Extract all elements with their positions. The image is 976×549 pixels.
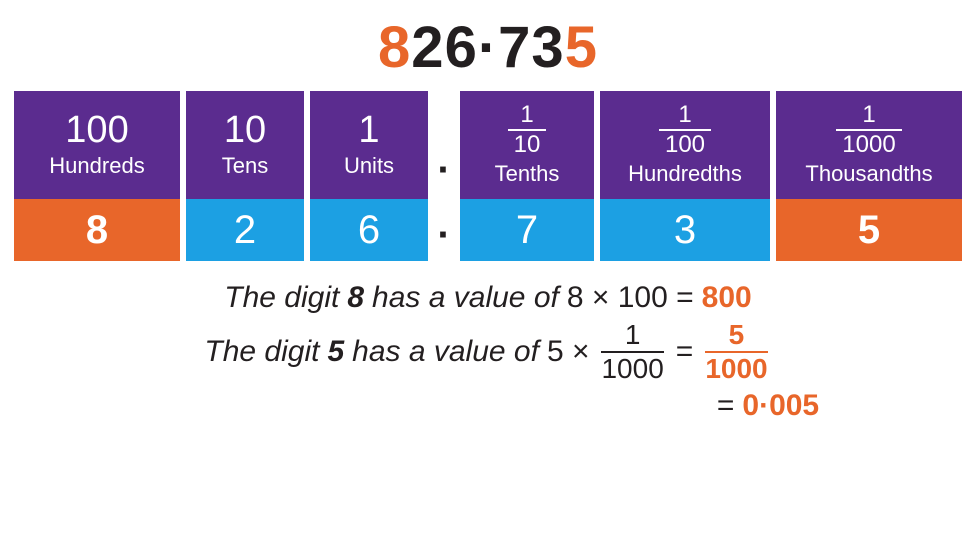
header-value: 10	[224, 111, 266, 149]
header-fraction: 11000	[836, 103, 901, 157]
decimal-dot-header: ·	[428, 91, 460, 199]
fraction-denominator: 10	[508, 129, 547, 157]
explanation-line-3: = 0·005	[0, 389, 976, 423]
digit-tenths: 7	[498, 15, 531, 80]
header-value: 100	[65, 111, 128, 149]
decimal-group: 110Tenths71100Hundredths311000Thousandth…	[460, 91, 962, 261]
fraction-numerator: 1	[678, 103, 691, 127]
fraction-numerator: 1	[862, 103, 875, 127]
header-fraction: 110	[508, 103, 547, 157]
header-label: Tenths	[495, 161, 560, 187]
line1-result: 800	[702, 281, 752, 315]
line1-calc: 8 × 100 =	[567, 281, 694, 315]
line3-result: 0·005	[742, 389, 819, 423]
line2-res-num: 5	[729, 321, 745, 351]
column-header: 10 Tens	[186, 91, 304, 199]
digit-hundreds-hl: 8	[378, 15, 411, 80]
line1-prefix: The digit	[224, 281, 339, 315]
fraction-numerator: 1	[520, 103, 533, 127]
line2-frac-num: 1	[625, 321, 641, 351]
digit-cell: 8	[14, 199, 180, 261]
digit-cell: 2	[186, 199, 304, 261]
column-header: 1 Units	[310, 91, 428, 199]
digit-cell: 7	[460, 199, 594, 261]
header-label: Hundreds	[49, 153, 144, 179]
column-header: 11000 Thousandths	[776, 91, 962, 199]
column-header: 100 Hundreds	[14, 91, 180, 199]
decimal-separator-column: · ·	[428, 91, 460, 261]
digit-cell: 3	[600, 199, 770, 261]
header-fraction: 1100	[659, 103, 711, 157]
fraction-denominator: 100	[659, 129, 711, 157]
main-number-display: 826·735	[0, 0, 976, 81]
fraction-denominator: 1000	[836, 129, 901, 157]
line2-res-den: 1000	[705, 351, 767, 383]
place-value-column: 1 Units 6	[310, 91, 428, 261]
place-value-column: 11000 Thousandths 5	[776, 91, 962, 261]
header-label: Tens	[222, 153, 268, 179]
header-label: Hundredths	[628, 161, 742, 187]
line2-fraction: 1 1000	[601, 321, 663, 383]
decimal-dot-row: ·	[428, 199, 460, 261]
whole-number-group: 100 Hundreds 8 10 Tens 2 1 Units 6	[14, 91, 428, 261]
place-value-column: 110 Tenths 7	[460, 91, 594, 261]
explanation-block: The digit 8 has a value of 8 × 100 = 800…	[0, 281, 976, 423]
digit-units: 6	[445, 15, 478, 80]
column-header: 1100 Hundredths	[600, 91, 770, 199]
place-value-column: 1100 Hundredths 3	[600, 91, 770, 261]
place-value-column: 10 Tens 2	[186, 91, 304, 261]
line2-mid: has a value of	[352, 335, 539, 369]
header-value: 1	[358, 111, 379, 149]
header-label: Units	[344, 153, 394, 179]
digit-hundredths: 3	[531, 15, 564, 80]
line2-frac-den: 1000	[601, 351, 663, 383]
line1-mid: has a value of	[372, 281, 559, 315]
explanation-line-2: The digit 5 has a value of 5 × 1 1000 = …	[0, 321, 976, 383]
line2-result-fraction: 5 1000	[705, 321, 767, 383]
place-value-table: 100Hundreds810Tens21Units6 · · 110Tenths…	[0, 91, 976, 261]
place-value-column: 100 Hundreds 8	[14, 91, 180, 261]
digit-thousandths-hl: 5	[565, 15, 598, 80]
line2-prefix: The digit	[204, 335, 319, 369]
line2-calc-left: 5 ×	[547, 335, 590, 369]
explanation-line-1: The digit 8 has a value of 8 × 100 = 800	[0, 281, 976, 315]
header-label: Thousandths	[805, 161, 932, 187]
line2-eq: =	[676, 335, 694, 369]
line1-digit: 8	[347, 281, 364, 315]
digit-cell: 5	[776, 199, 962, 261]
decimal-dot: ·	[478, 15, 498, 80]
line2-digit: 5	[327, 335, 344, 369]
column-header: 110 Tenths	[460, 91, 594, 199]
digit-tens: 2	[411, 15, 444, 80]
digit-cell: 6	[310, 199, 428, 261]
line3-eq: =	[717, 389, 735, 423]
